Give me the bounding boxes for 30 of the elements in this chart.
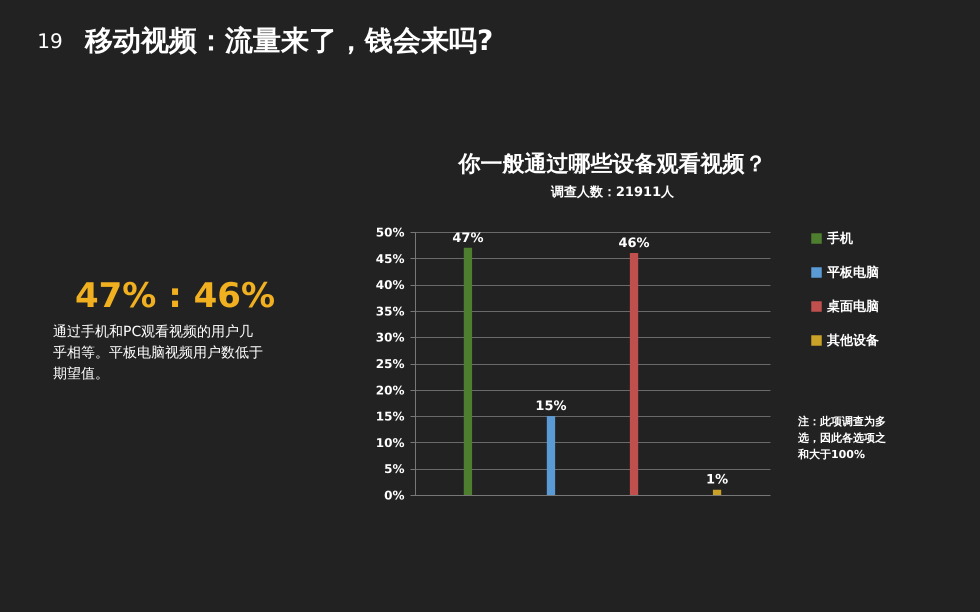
y-tick-label: 0% [384, 488, 404, 502]
text: 注：此项调查为多选，因此各选项之和大于100% [797, 415, 886, 461]
y-tick-label: 20% [376, 383, 404, 398]
chart-title: 你一般通过哪些设备观看视频？ [458, 152, 766, 177]
text: 通过手机和PC观看视频的用户几乎相等。平板电脑视频用户数低于期望值。 [53, 324, 263, 382]
y-tick-label: 50% [376, 226, 404, 240]
legend-label: 手机 [826, 230, 853, 246]
y-tick-label: 30% [376, 330, 404, 345]
y-tick-label: 35% [376, 304, 404, 318]
chart-subtitle: 调查人数：21911人 [550, 185, 676, 200]
bar [546, 416, 556, 495]
data-label: 47% [452, 230, 484, 246]
data-label: 1% [706, 472, 728, 488]
legend-label: 平板电脑 [826, 264, 879, 280]
legend-label: 其他设备 [826, 334, 879, 348]
text: 19 [37, 29, 63, 53]
bar [630, 253, 638, 495]
data-label: 15% [535, 399, 567, 414]
y-tick-label: 15% [376, 410, 404, 424]
y-tick-label: 10% [376, 436, 404, 450]
y-tick-label: 5% [384, 462, 404, 476]
y-tick-label: 45% [376, 252, 404, 266]
y-tick-label: 25% [376, 357, 404, 371]
text: 47% : 46% [74, 276, 276, 316]
y-tick-label: 40% [376, 278, 404, 292]
data-label: 46% [618, 236, 650, 252]
bar [712, 490, 722, 495]
text: 移动视频：流量来了，钱会来吗? [84, 24, 494, 57]
bar [464, 248, 472, 495]
legend-label: 桌面电脑 [826, 298, 879, 314]
